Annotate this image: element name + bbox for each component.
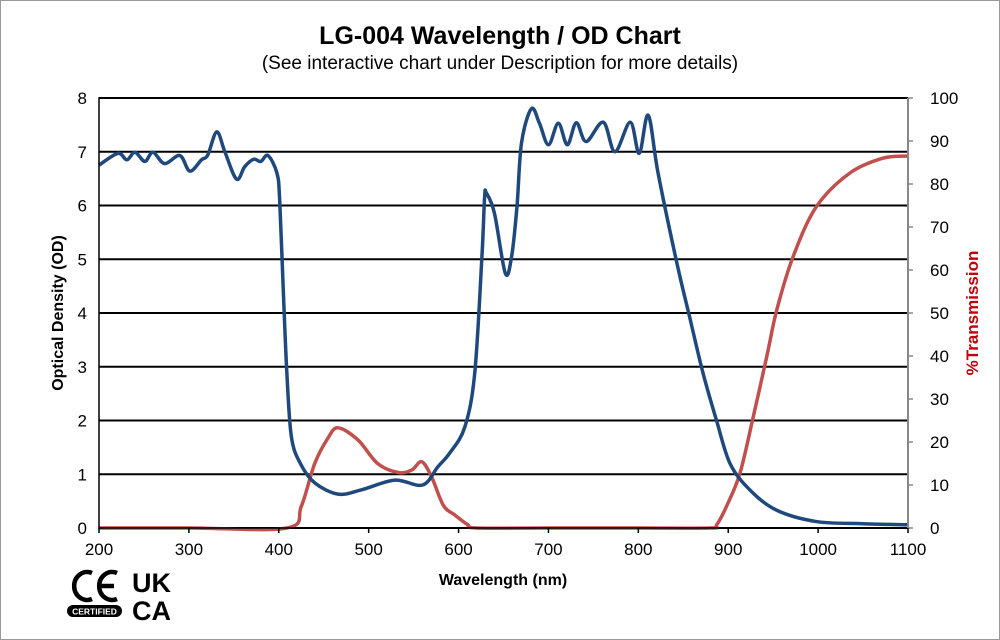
optical-density-line: [98, 106, 909, 527]
y-tick-label: 6: [78, 197, 87, 216]
y2-tick-label: 60: [930, 261, 949, 280]
x-tick-label: 1000: [799, 540, 837, 559]
chart-title: LG-004 Wavelength / OD Chart: [319, 22, 681, 50]
y-tick-label: 1: [78, 465, 87, 484]
y2-axis-label: %Transmission: [963, 251, 982, 376]
y2-tick-label: 70: [930, 218, 949, 237]
y2-tick-label: 30: [930, 390, 949, 409]
x-tick-label: 500: [354, 540, 382, 559]
svg-text:CA: CA: [132, 596, 171, 626]
x-tick-label: 900: [714, 540, 742, 559]
y-tick-label: 5: [78, 250, 87, 269]
svg-text:CERTIFIED: CERTIFIED: [72, 607, 117, 617]
svg-text:UK: UK: [132, 568, 171, 598]
gridlines: [99, 97, 908, 529]
y2-tick-label: 40: [930, 347, 949, 366]
y-tick-label: 2: [78, 412, 87, 431]
y-tick-label: 7: [78, 143, 87, 162]
transmission-line: [99, 154, 909, 532]
x-tick-label: 800: [624, 540, 652, 559]
x-tick-label: 600: [444, 540, 472, 559]
x-axis-label: Wavelength (nm): [439, 572, 567, 589]
x-tick-label: 200: [85, 540, 113, 559]
y2-tick-label: 90: [930, 132, 949, 151]
x-tick-label: 400: [265, 540, 293, 559]
y-tick-label: 3: [78, 358, 87, 377]
y-tick-label: 4: [78, 304, 87, 323]
x-tick-label: 1100: [890, 540, 927, 559]
y2-tick-label: 100: [930, 89, 958, 108]
chart-subtitle: (See interactive chart under Description…: [261, 53, 739, 74]
y2-tick-label: 20: [930, 433, 949, 452]
y2-tick-label: 0: [930, 519, 939, 538]
y-axis-label: Optical Density (OD): [50, 235, 67, 391]
series-lines: [98, 106, 909, 532]
x-tick-label: 700: [534, 540, 562, 559]
y2-tick-label: 10: [930, 476, 949, 495]
ukca-logo: UK CA: [132, 568, 171, 626]
y-tick-label: 0: [78, 519, 87, 538]
y2-tick-label: 80: [930, 175, 949, 194]
x-tick-label: 300: [175, 540, 203, 559]
y2-tick-label: 50: [930, 304, 949, 323]
ce-certified-logo: CERTIFIED: [67, 569, 122, 617]
y-tick-label: 8: [78, 89, 87, 108]
